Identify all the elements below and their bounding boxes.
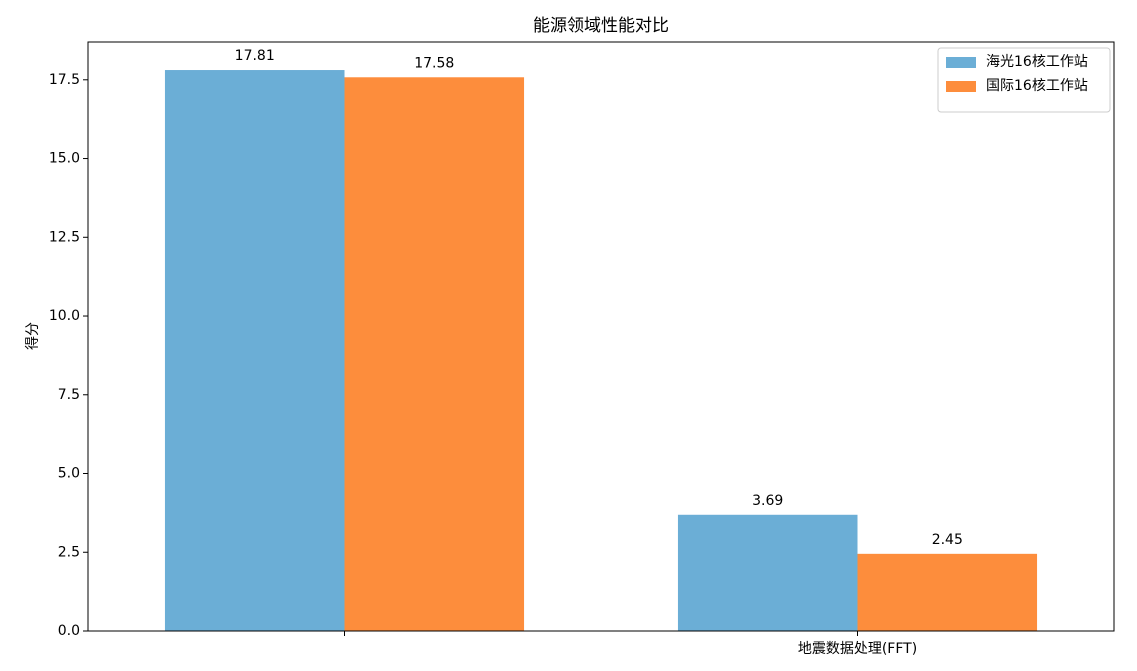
legend-box [937,47,1111,113]
y-tick-label: 0.0 [58,623,80,639]
y-tick-label: 2.5 [58,544,80,560]
y-axis-label: 得分 [24,322,41,350]
y-tick-label: 17.5 [49,72,80,88]
y-tick-label: 12.5 [49,229,80,245]
value-label: 2.45 [932,532,963,548]
y-tick-label: 10.0 [49,308,80,324]
legend-label: 国际16核工作站 [986,78,1088,94]
x-tick-label: 地震数据处理(FFT) [798,641,917,657]
bar [857,553,1038,631]
value-label: 17.58 [414,55,454,71]
legend-swatch [946,81,976,92]
bar [344,77,525,632]
value-label: 17.81 [235,48,275,64]
bar [677,514,858,631]
legend-label: 海光16核工作站 [986,54,1088,70]
y-tick-label: 5.0 [58,466,80,482]
y-tick-label: 7.5 [58,387,80,403]
y-tick-label: 15.0 [49,151,80,167]
plot-frame [87,41,1115,632]
bar [164,70,345,632]
legend-swatch [946,57,976,68]
value-label: 3.69 [752,493,783,509]
chart-title: 能源领域性能对比 [533,16,669,36]
